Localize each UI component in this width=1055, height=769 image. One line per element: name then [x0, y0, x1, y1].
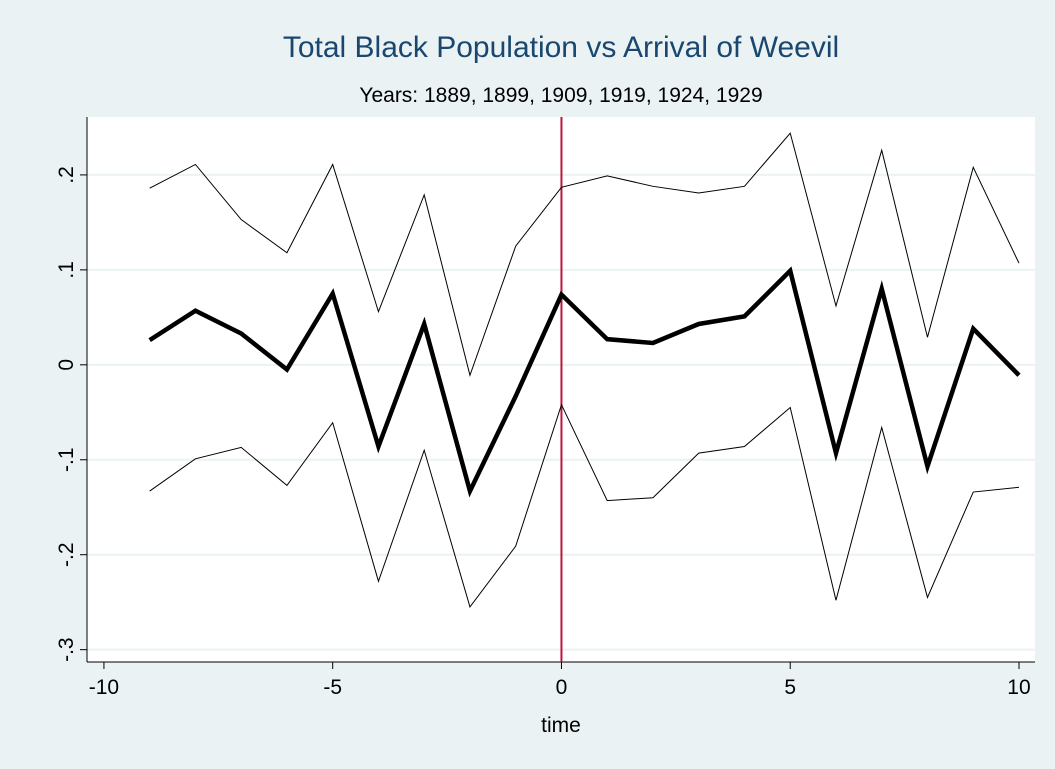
series-line — [149, 403, 1020, 609]
y-tick-label: -.2 — [55, 542, 78, 567]
x-tick-label: 5 — [784, 676, 796, 699]
y-tick-label: -.3 — [55, 637, 78, 662]
chart-subtitle: Years: 1889, 1899, 1909, 1919, 1924, 192… — [359, 84, 762, 107]
x-axis-label: time — [541, 714, 581, 737]
y-tick-label: 0 — [55, 359, 78, 371]
y-tick-label: -.1 — [55, 448, 78, 473]
x-tick-label: 0 — [556, 676, 568, 699]
series-line — [148, 266, 1021, 498]
y-tick-label: .1 — [55, 261, 78, 279]
y-tick-label: .2 — [55, 166, 78, 184]
x-tick-label: 10 — [1007, 676, 1030, 699]
series-line — [149, 132, 1020, 377]
x-tick-label: -10 — [89, 676, 119, 699]
x-tick-label: -5 — [323, 676, 342, 699]
chart-title: Total Black Population vs Arrival of Wee… — [283, 31, 839, 64]
